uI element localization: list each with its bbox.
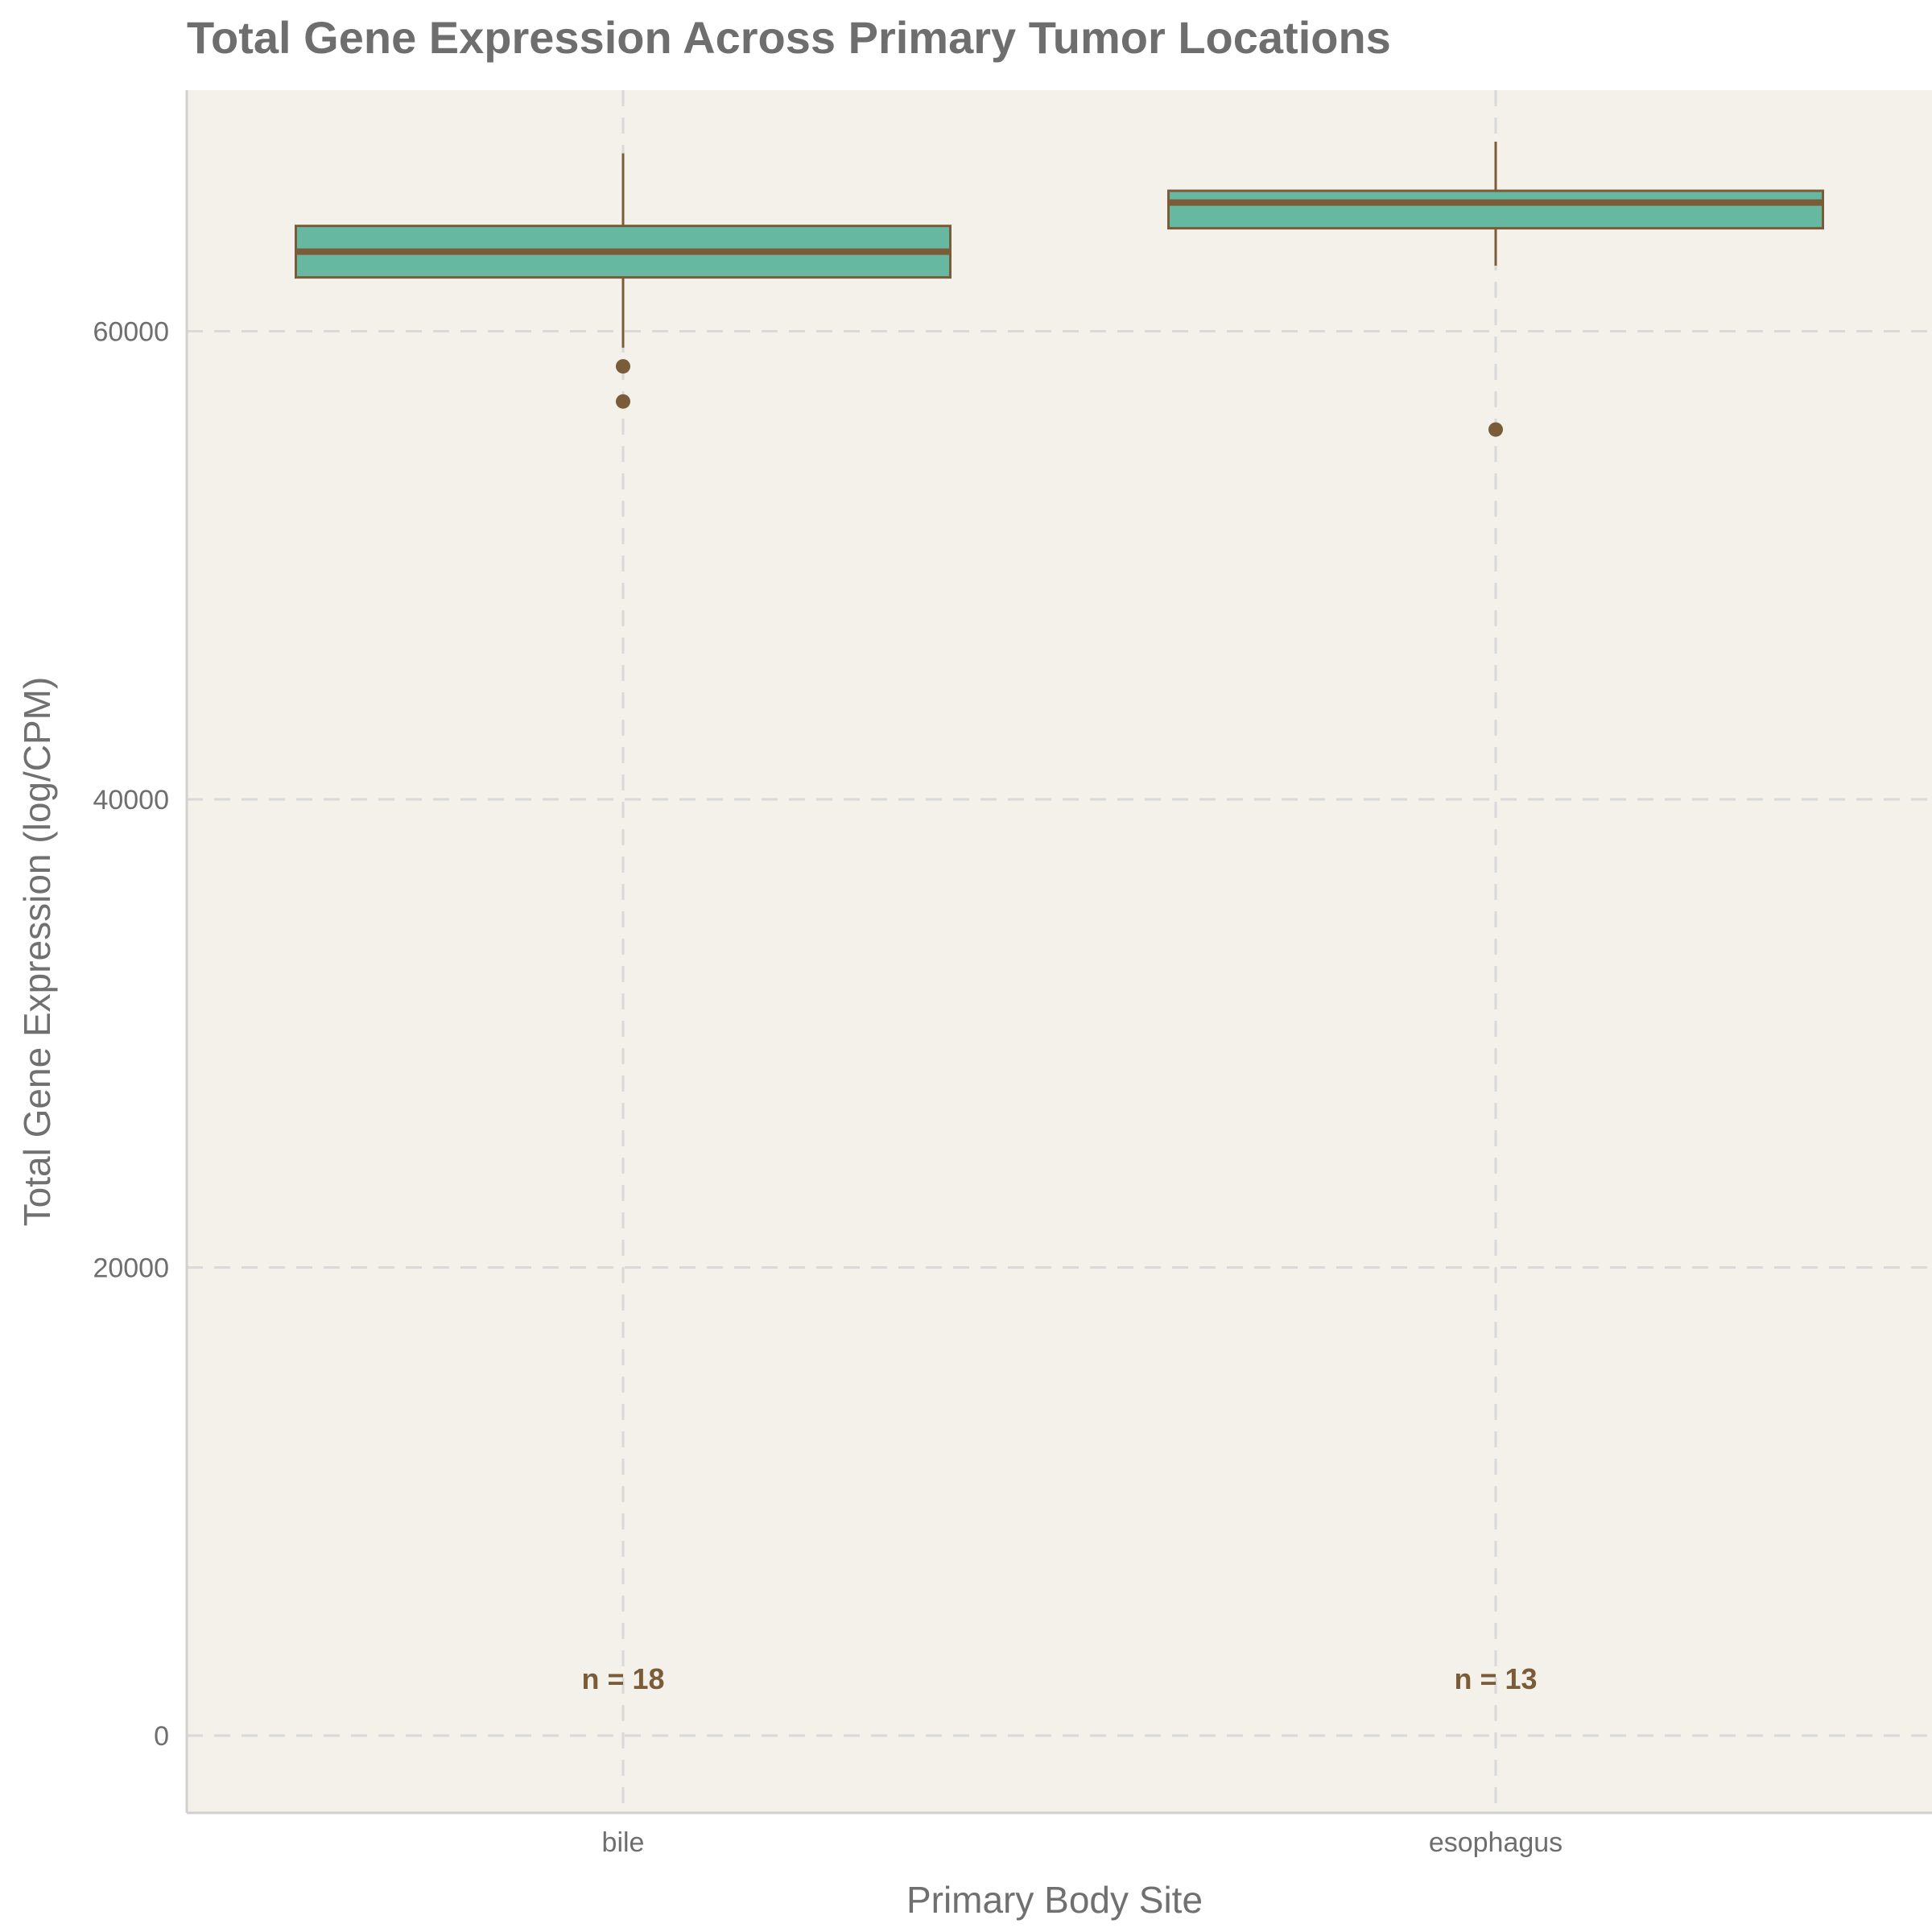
outlier-point bbox=[616, 394, 630, 409]
box-group-esophagus: n = 13 bbox=[1167, 141, 1824, 1695]
x-tick-label: bile bbox=[602, 1827, 645, 1858]
grid-lines bbox=[187, 90, 1932, 1813]
y-tick-label: 0 bbox=[154, 1721, 169, 1752]
iqr-box bbox=[1167, 189, 1824, 230]
y-tick-label: 20000 bbox=[93, 1253, 169, 1284]
outlier-point bbox=[616, 359, 630, 374]
tick-labels: 0 20000 40000 60000 bile esophagus bbox=[93, 316, 1563, 1858]
x-axis-title: Primary Body Site bbox=[906, 1879, 1203, 1921]
y-axis-title: Total Gene Expression (log/CPM) bbox=[16, 677, 58, 1227]
chart-title: Total Gene Expression Across Primary Tum… bbox=[187, 12, 1391, 63]
sample-count-label: n = 18 bbox=[581, 1662, 664, 1695]
plot-panel bbox=[187, 90, 1932, 1813]
x-tick-label: esophagus bbox=[1429, 1827, 1563, 1858]
boxes-layer: n = 18 n = 13 bbox=[295, 141, 1824, 1695]
y-tick-label: 40000 bbox=[93, 785, 169, 815]
outlier-point bbox=[1488, 422, 1503, 437]
y-tick-label: 60000 bbox=[93, 316, 169, 347]
sample-count-label: n = 13 bbox=[1454, 1662, 1537, 1695]
box-group-bile: n = 18 bbox=[295, 153, 952, 1695]
